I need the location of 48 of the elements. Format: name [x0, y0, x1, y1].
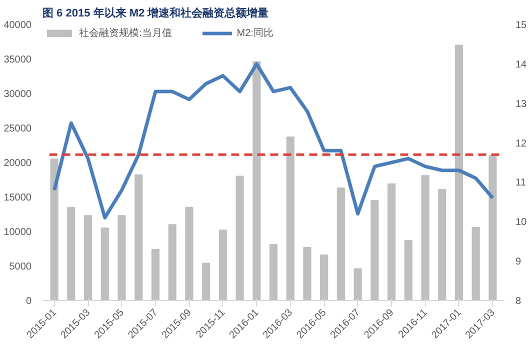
bar: [320, 254, 328, 300]
bar: [404, 240, 412, 300]
bar: [286, 136, 294, 300]
bar: [354, 268, 362, 300]
bar: [421, 175, 430, 300]
legend-label: M2:同比: [236, 26, 274, 40]
bar: [84, 215, 92, 300]
chart-title: 图 6 2015 年以来 M2 增速和社会融资总额增量: [42, 6, 269, 20]
bar: [252, 61, 261, 300]
bar: [185, 206, 194, 300]
bar: [303, 246, 312, 300]
bar: [269, 244, 278, 300]
bar: [472, 226, 480, 300]
bar: [218, 230, 227, 300]
y-tick-label: 40000: [4, 20, 32, 31]
bar: [67, 206, 76, 300]
bar: [387, 183, 396, 300]
y-tick-label: 5000: [9, 262, 32, 272]
bar: [438, 188, 446, 300]
y2-tick-label: 15: [516, 20, 528, 31]
bar: [370, 200, 379, 300]
y2-tick-label: 13: [516, 98, 528, 110]
bar: [100, 228, 109, 300]
y-tick-label: 35000: [4, 54, 32, 66]
bar: [488, 155, 497, 300]
line-series: [52, 62, 494, 220]
y-tick-label: 25000: [4, 124, 32, 134]
bar: [168, 224, 176, 300]
bar: [202, 262, 210, 300]
legend-label: 社会融资规模:当月值: [79, 26, 172, 40]
y2-tick-label: 12: [516, 138, 528, 150]
y-tick-label: 20000: [4, 158, 32, 169]
y2-tick-label: 14: [516, 59, 528, 70]
y-tick-label: 0: [26, 296, 32, 307]
y2-tick-label: 9: [516, 256, 522, 268]
y-tick-label: 10000: [4, 227, 32, 238]
y2-tick-label: 8: [516, 296, 522, 307]
bar: [134, 174, 143, 300]
bar: [336, 188, 345, 300]
bar: [236, 176, 244, 300]
bar: [50, 158, 58, 300]
bar: [118, 215, 126, 300]
bar: [454, 44, 464, 300]
y-tick-label: 30000: [4, 89, 32, 100]
y2-tick-label: 10: [516, 217, 528, 228]
y-tick-label: 15000: [4, 192, 32, 204]
bar: [151, 248, 160, 300]
y2-tick-label: 11: [516, 178, 526, 189]
